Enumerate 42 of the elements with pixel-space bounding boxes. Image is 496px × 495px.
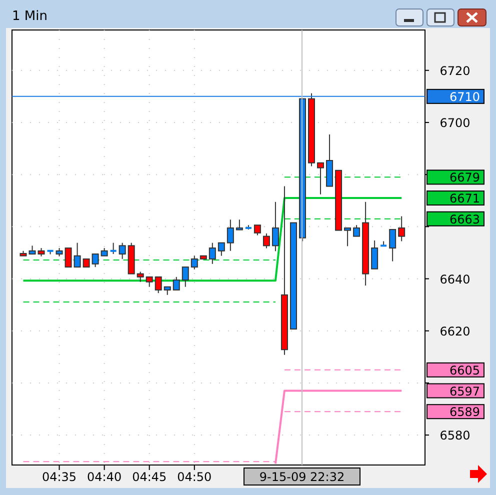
x-tick-label: 04:40 — [87, 470, 122, 484]
text: 6671 — [449, 192, 480, 206]
candlestick — [218, 242, 225, 256]
candlestick — [182, 266, 189, 288]
candlestick — [371, 240, 378, 270]
candlestick — [398, 216, 406, 242]
candlestick — [272, 201, 279, 252]
x-tick-label: 04:50 — [177, 470, 212, 484]
x-tick-label: 04:35 — [42, 470, 77, 484]
candlestick — [92, 254, 99, 268]
candlestick — [208, 242, 216, 264]
candlestick — [136, 271, 144, 282]
candlestick — [172, 276, 180, 290]
candlestick — [118, 242, 126, 260]
y-tick-label: 6700 — [440, 116, 470, 130]
candlestick — [110, 242, 116, 255]
candlestick — [236, 219, 243, 230]
chart-title: 1 Min — [12, 9, 48, 24]
candlestick — [317, 162, 324, 195]
y-tick-label: 6580 — [440, 428, 470, 443]
text: 6679 — [449, 170, 480, 185]
candlestick — [226, 219, 234, 252]
y-tick-label: 6720 — [440, 64, 470, 78]
y-tick-label: 6620 — [440, 324, 470, 338]
candlestick — [190, 255, 198, 270]
text: 6663 — [449, 212, 480, 226]
candlestick — [389, 229, 396, 262]
candlestick — [154, 276, 162, 294]
text: 6589 — [449, 405, 480, 420]
text: 6597 — [449, 384, 480, 398]
candlestick — [74, 242, 81, 268]
y-tick-label: 6640 — [440, 272, 470, 286]
x-tick-label: 04:45 — [132, 470, 167, 484]
candlestick — [254, 224, 261, 236]
candlestick — [262, 232, 270, 249]
ref-line-label: 6710 — [449, 90, 480, 104]
candlestick — [146, 276, 153, 288]
candlestick — [64, 248, 72, 268]
candlestick — [353, 224, 360, 237]
candlestick — [344, 227, 352, 247]
text: 6605 — [449, 363, 480, 378]
text: 9-15-09 22:32 — [259, 470, 345, 484]
